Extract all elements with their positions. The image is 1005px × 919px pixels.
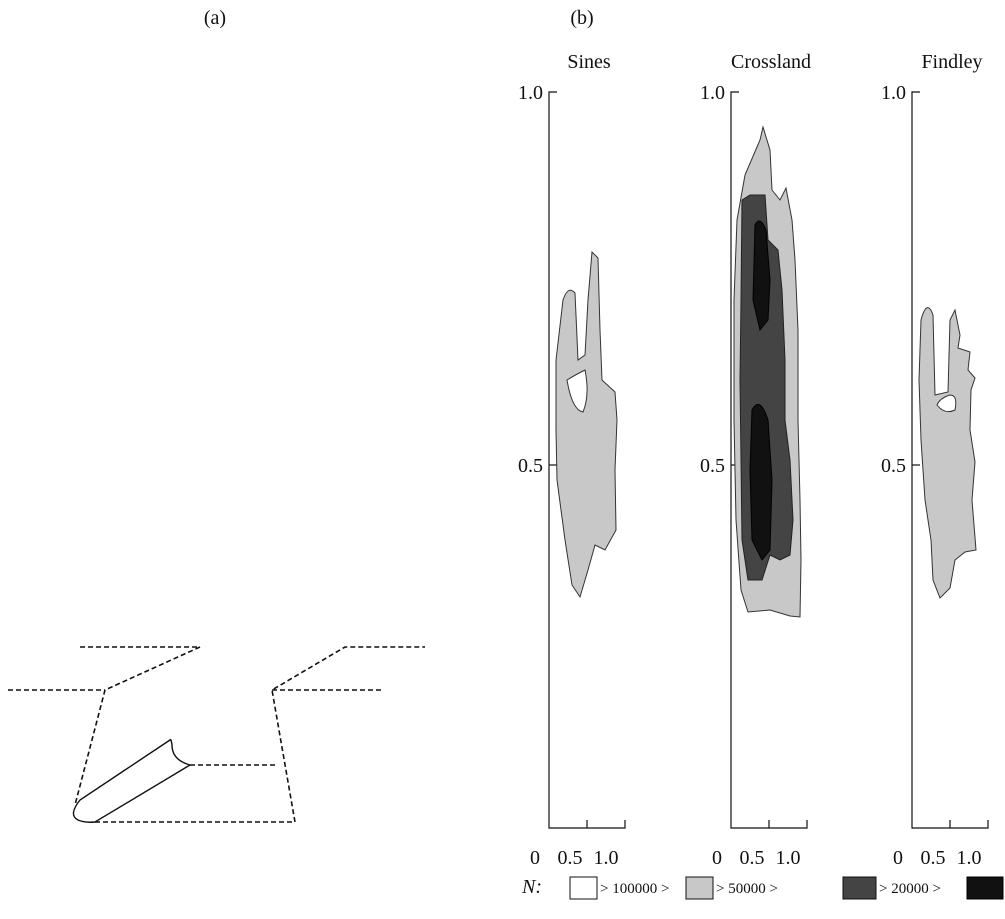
y-tick-label: 1.0 (518, 82, 543, 104)
plot-title: Findley (921, 51, 982, 73)
panel-label: (b) (570, 7, 593, 29)
legend: N: > 100000 > > 50000 > > 20000 > (521, 876, 1004, 900)
legend-entry: > 50000 > (716, 881, 778, 897)
axis (548, 91, 626, 829)
x-tick-label: 1.0 (594, 847, 619, 869)
legend-entry: > 20000 > (879, 881, 941, 897)
panel-label: (a) (204, 7, 226, 29)
contours (555, 125, 977, 618)
legend-swatch (569, 876, 598, 900)
diagram (8, 646, 425, 823)
y-tick-label: 0.5 (518, 455, 543, 477)
x-tick-label: 1.0 (957, 847, 982, 869)
axis (911, 91, 989, 829)
x-tick-label: 0 (712, 847, 722, 869)
x-tick-label: 0.5 (921, 847, 946, 869)
legend-swatch (842, 876, 877, 900)
axis (730, 91, 808, 829)
y-tick-label: 1.0 (700, 82, 725, 104)
plot-title: Crossland (731, 51, 811, 73)
y-tick-label: 0.5 (700, 455, 725, 477)
legend-entry: > 100000 > (600, 881, 669, 897)
plot-title: Sines (567, 51, 611, 73)
x-tick-label: 1.0 (776, 847, 801, 869)
y-tick-label: 1.0 (881, 82, 906, 104)
x-tick-label: 0.5 (558, 847, 583, 869)
x-tick-label: 0.5 (740, 847, 765, 869)
legend-symbol: N: (521, 876, 542, 898)
x-tick-label: 0 (893, 847, 903, 869)
legend-swatch (966, 876, 1004, 900)
x-tick-label: 0 (530, 847, 540, 869)
legend-swatch (685, 876, 714, 900)
y-tick-label: 0.5 (881, 455, 906, 477)
